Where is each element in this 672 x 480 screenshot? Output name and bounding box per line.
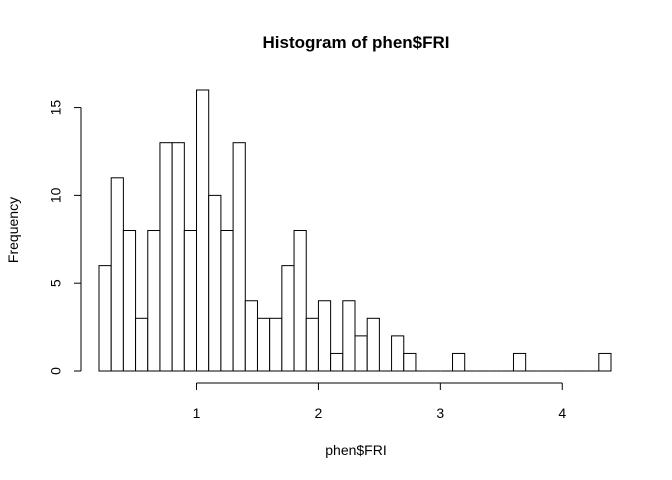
- chart-title: Histogram of phen$FRI: [262, 33, 449, 52]
- histogram-bar: [171, 142, 185, 372]
- histogram-bar: [122, 230, 137, 372]
- x-tick-label: 2: [315, 405, 323, 421]
- histogram-bar: [135, 317, 149, 372]
- histogram-bar: [147, 230, 161, 372]
- x-axis: 1 2 3 4: [193, 382, 566, 421]
- histogram-bar: [330, 352, 344, 372]
- bars-group: [98, 89, 612, 372]
- y-axis: 0 5 10 15: [48, 100, 82, 375]
- histogram-bar: [342, 300, 356, 372]
- histogram-bar: [305, 317, 319, 372]
- x-tick-label: 4: [558, 405, 566, 421]
- histogram-bar: [512, 352, 527, 372]
- y-tick-label: 10: [48, 187, 64, 203]
- y-tick-label: 0: [48, 367, 64, 375]
- histogram-bar: [403, 352, 417, 372]
- histogram-bar: [354, 335, 368, 372]
- x-tick-label: 3: [436, 405, 444, 421]
- histogram-bar: [244, 300, 258, 372]
- histogram-bar: [293, 230, 307, 372]
- histogram-bar: [269, 317, 283, 372]
- histogram-bar: [98, 265, 112, 372]
- y-tick-label: 5: [48, 279, 64, 287]
- x-axis-label: phen$FRI: [325, 442, 386, 458]
- histogram-bar: [183, 230, 198, 372]
- histogram-bar: [317, 300, 332, 372]
- histogram-bar: [452, 352, 466, 372]
- y-axis-label: Frequency: [5, 197, 21, 263]
- histogram-bar: [220, 230, 234, 372]
- histogram-bar: [256, 317, 271, 372]
- histogram-bar: [159, 142, 173, 372]
- histogram-bar: [598, 352, 612, 372]
- histogram-bar: [208, 194, 222, 372]
- histogram-bar: [110, 177, 124, 372]
- histogram-bar: [366, 317, 380, 372]
- histogram-bar: [281, 265, 295, 372]
- histogram-bar: [391, 335, 405, 372]
- y-tick-label: 15: [48, 100, 64, 116]
- histogram-bar: [232, 142, 246, 372]
- x-tick-label: 1: [193, 405, 201, 421]
- histogram-bar: [196, 89, 210, 372]
